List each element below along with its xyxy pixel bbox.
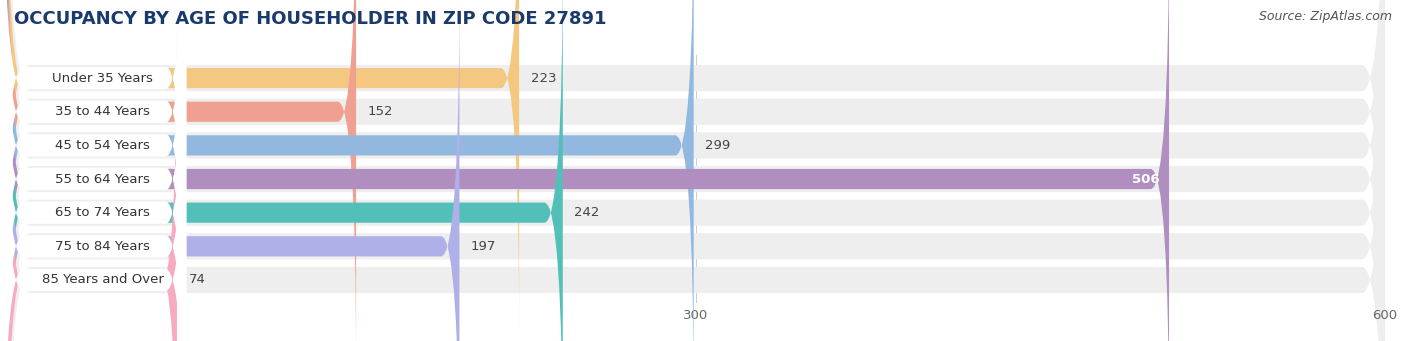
FancyBboxPatch shape xyxy=(7,21,177,341)
FancyBboxPatch shape xyxy=(7,0,356,341)
Text: 152: 152 xyxy=(367,105,394,118)
FancyBboxPatch shape xyxy=(3,0,186,341)
Text: 223: 223 xyxy=(530,72,557,85)
FancyBboxPatch shape xyxy=(7,0,693,341)
Text: 75 to 84 Years: 75 to 84 Years xyxy=(55,240,150,253)
FancyBboxPatch shape xyxy=(3,0,186,341)
Text: 299: 299 xyxy=(706,139,730,152)
FancyBboxPatch shape xyxy=(7,0,1385,341)
FancyBboxPatch shape xyxy=(7,0,1385,341)
FancyBboxPatch shape xyxy=(7,0,562,341)
Text: OCCUPANCY BY AGE OF HOUSEHOLDER IN ZIP CODE 27891: OCCUPANCY BY AGE OF HOUSEHOLDER IN ZIP C… xyxy=(14,10,606,28)
Text: 55 to 64 Years: 55 to 64 Years xyxy=(55,173,150,186)
Text: 45 to 54 Years: 45 to 54 Years xyxy=(55,139,150,152)
FancyBboxPatch shape xyxy=(7,0,1385,341)
FancyBboxPatch shape xyxy=(3,0,186,341)
FancyBboxPatch shape xyxy=(3,0,186,341)
Text: 85 Years and Over: 85 Years and Over xyxy=(42,273,163,286)
FancyBboxPatch shape xyxy=(7,0,1385,341)
FancyBboxPatch shape xyxy=(3,0,186,341)
Text: 242: 242 xyxy=(574,206,599,219)
Text: Under 35 Years: Under 35 Years xyxy=(52,72,153,85)
Text: Source: ZipAtlas.com: Source: ZipAtlas.com xyxy=(1258,10,1392,23)
FancyBboxPatch shape xyxy=(3,0,186,341)
FancyBboxPatch shape xyxy=(3,0,186,341)
FancyBboxPatch shape xyxy=(7,0,1385,341)
Text: 506: 506 xyxy=(1132,173,1160,186)
Text: 65 to 74 Years: 65 to 74 Years xyxy=(55,206,150,219)
Text: 197: 197 xyxy=(471,240,496,253)
Text: 74: 74 xyxy=(188,273,205,286)
FancyBboxPatch shape xyxy=(7,0,519,337)
FancyBboxPatch shape xyxy=(7,0,1385,341)
FancyBboxPatch shape xyxy=(7,0,1168,341)
FancyBboxPatch shape xyxy=(7,0,1385,341)
Text: 35 to 44 Years: 35 to 44 Years xyxy=(55,105,150,118)
FancyBboxPatch shape xyxy=(7,0,460,341)
